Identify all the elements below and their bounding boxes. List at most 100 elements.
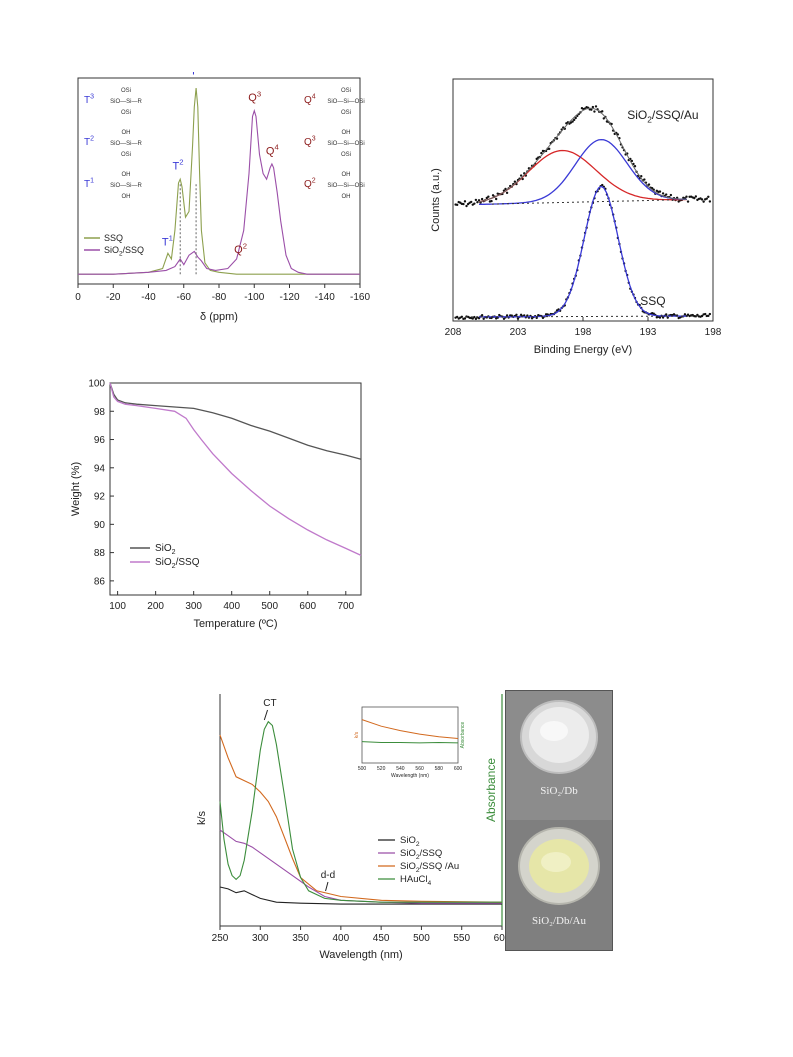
uv-x-axis-label: Wavelength (nm) bbox=[319, 949, 402, 961]
uv-x-tick-label: 300 bbox=[252, 933, 269, 944]
xps-data-point bbox=[686, 200, 690, 203]
nmr-peak-label: Q2 bbox=[234, 241, 247, 256]
nmr-spectrum-chart: 0 -20 -40 -60 -80 -100 -120 -140 -160 δ (ppm) T1 T2… bbox=[60, 63, 370, 352]
uv-series-0 bbox=[219, 886, 502, 905]
photo-sio2-db-au bbox=[506, 820, 612, 950]
uv-x-tick-label: 600 bbox=[494, 933, 511, 944]
nmr-series-sio2-ssq bbox=[78, 108, 360, 275]
nmr-structure-label: Q2 bbox=[304, 178, 316, 191]
xps-x-tick-label: 208 bbox=[445, 327, 462, 338]
xps-data-point bbox=[666, 316, 669, 319]
nmr-peak-label: T3 bbox=[190, 72, 201, 78]
uv-series-3 bbox=[219, 720, 502, 903]
uv-x-tick-label: 250 bbox=[212, 933, 229, 944]
xps-data-point bbox=[661, 316, 665, 319]
xps-data-point bbox=[683, 313, 687, 316]
nmr-structure-top: OH bbox=[342, 130, 351, 136]
xps-data-point bbox=[630, 159, 634, 163]
nmr-structure-bottom: OH bbox=[342, 194, 351, 200]
nmr-structure-mid: SiO—Si—R bbox=[110, 183, 142, 189]
nmr-x-tick-label: -120 bbox=[279, 292, 299, 303]
uv-vis-plot: 250 300 350 400 450 500 550 600 Wavelength (nm) k… bbox=[196, 694, 511, 961]
xps-fit-envelope bbox=[478, 107, 688, 203]
tga-y-axis-label: Weight (%) bbox=[70, 462, 82, 516]
nmr-structure-label: T2 bbox=[84, 136, 94, 149]
tga-legend-label: SiO2/SSQ bbox=[155, 557, 200, 570]
uv-y-axis-label-right: Absorbance bbox=[484, 758, 498, 822]
uv-inset-x-tick-label: 520 bbox=[377, 766, 386, 772]
uv-inset-x-tick-label: 540 bbox=[396, 766, 405, 772]
xps-data-point bbox=[616, 133, 620, 136]
xps-data-point bbox=[708, 312, 712, 316]
uv-series-1 bbox=[219, 829, 502, 904]
nmr-structure-top: OSi bbox=[121, 88, 131, 94]
xps-data-point bbox=[455, 203, 459, 207]
uv-x-tick-label: 450 bbox=[373, 933, 390, 944]
xps-data-point bbox=[693, 196, 696, 200]
xps-data-point bbox=[696, 313, 699, 317]
uv-vis-chart: 250 300 350 400 450 500 550 600 Wavelength (nm) k… bbox=[195, 690, 515, 965]
xps-data-point bbox=[474, 198, 478, 202]
xps-data-point bbox=[487, 195, 490, 198]
nmr-x-axis-label: δ (ppm) bbox=[200, 311, 238, 323]
xps-y-axis-label: Counts (a.u.) bbox=[430, 168, 442, 232]
tga-weight-chart: 100 200 300 400 500 600 700 86 88 90 92 94 96 98 100 Te… bbox=[65, 375, 370, 630]
xps-data-point bbox=[601, 183, 604, 187]
xps-data-point bbox=[593, 110, 596, 113]
tga-x-tick-label: 700 bbox=[337, 601, 354, 612]
xps-baseline-bottom bbox=[465, 315, 701, 318]
xps-data-point bbox=[502, 317, 506, 320]
xps-fit-ssq bbox=[479, 185, 687, 318]
xps-data-point bbox=[515, 313, 518, 317]
xps-data-point bbox=[519, 174, 523, 177]
nmr-plot: 0 -20 -40 -60 -80 -100 -120 -140 -160 δ (ppm) T1 T2… bbox=[75, 63, 370, 323]
xps-data-point bbox=[643, 178, 646, 181]
xps-data-point bbox=[700, 314, 704, 318]
nmr-x-tick-label: -160 bbox=[350, 292, 370, 303]
uv-legend-label: SiO2/SSQ /Au bbox=[400, 861, 459, 874]
xps-data-point bbox=[473, 315, 476, 319]
nmr-structure-mid: SiO—Si—R bbox=[110, 141, 142, 147]
xps-data-point bbox=[480, 313, 484, 317]
xps-data-point bbox=[647, 183, 651, 186]
xps-data-point bbox=[490, 199, 493, 203]
nmr-structure-bottom: OSi bbox=[341, 152, 351, 158]
nmr-structure-mid: SiO—Si—OSi bbox=[327, 99, 364, 105]
uv-annotation-ct: CT bbox=[263, 698, 276, 709]
xps-data-point bbox=[665, 193, 668, 196]
nmr-series-ssq bbox=[78, 87, 360, 275]
xps-data-point bbox=[590, 108, 593, 111]
xps-label-sio2-ssq-au: SiO2/SSQ/Au bbox=[627, 108, 698, 125]
uv-annotation-ct-arrow bbox=[263, 709, 269, 721]
tga-x-tick-label: 100 bbox=[109, 601, 126, 612]
xps-data-point bbox=[572, 118, 576, 122]
nmr-legend-label: SSQ bbox=[104, 233, 123, 243]
uv-inset-x-tick-label: 580 bbox=[435, 766, 444, 772]
xps-data-point bbox=[494, 197, 498, 201]
photo-label-sio2-db: SiO₂/Db bbox=[540, 785, 578, 797]
xps-data-point bbox=[465, 204, 468, 208]
xps-data-point bbox=[519, 313, 523, 317]
xps-data-point bbox=[602, 117, 605, 120]
xps-data-point bbox=[463, 200, 467, 203]
xps-data-point bbox=[462, 202, 465, 206]
nmr-structure-top: OH bbox=[122, 130, 131, 136]
tga-plot: 100 200 300 400 500 600 700 86 88 90 92 94 96 98 100 Te… bbox=[70, 379, 362, 630]
xps-data-point bbox=[707, 314, 710, 318]
xps-data-point bbox=[707, 195, 710, 199]
tga-frame bbox=[109, 382, 362, 596]
xps-x-axis-label: Binding Energy (eV) bbox=[534, 344, 632, 356]
tga-x-tick-label: 200 bbox=[147, 601, 164, 612]
nmr-structure-top: OH bbox=[342, 172, 351, 178]
tga-y-tick-label: 88 bbox=[94, 548, 106, 559]
nmr-peak-label: T2 bbox=[172, 158, 183, 173]
tga-y-tick-label: 86 bbox=[94, 576, 106, 587]
xps-data-point bbox=[601, 110, 604, 113]
uv-x-tick-label: 500 bbox=[413, 933, 430, 944]
nmr-peak-label: T1 bbox=[162, 234, 173, 249]
xps-data-point bbox=[476, 200, 479, 204]
xps-data-point bbox=[694, 195, 698, 198]
tga-x-axis-label: Temperature (ºC) bbox=[193, 618, 277, 630]
xps-data-point bbox=[658, 316, 662, 319]
nmr-legend-label: SiO2/SSQ bbox=[104, 245, 144, 258]
